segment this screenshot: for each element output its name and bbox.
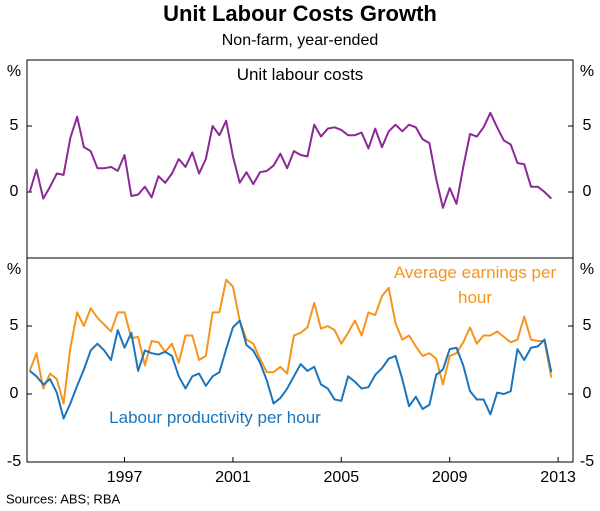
series-label: Average earnings per hour (393, 263, 557, 307)
y-tick-label: 5 (10, 317, 19, 334)
y-tick-label-right: % (580, 63, 594, 80)
source-note: Sources: ABS; RBA (6, 491, 120, 506)
x-tick-label: 2001 (215, 469, 251, 486)
series-line (28, 278, 553, 405)
y-tick-label-right: % (580, 261, 594, 278)
x-tick-label: 2005 (324, 469, 360, 486)
x-tick-label: 2009 (432, 469, 468, 486)
y-tick-label: -5 (7, 453, 21, 470)
plot-frame (26, 59, 574, 463)
series-label: Labour productivity per hour (109, 408, 321, 427)
y-tick-label-right: 5 (583, 117, 592, 134)
y-tick-label: % (7, 261, 21, 278)
y-tick-label-right: 5 (583, 317, 592, 334)
series-line (28, 111, 553, 209)
x-tick-label: 2013 (540, 469, 576, 486)
y-tick-label: 5 (10, 117, 19, 134)
y-tick-label: 0 (10, 385, 19, 402)
series-line (29, 319, 553, 420)
x-tick-label: 1997 (107, 469, 143, 486)
chart-title: Unit Labour Costs Growth (163, 1, 437, 26)
series-label: Unit labour costs (236, 65, 364, 84)
y-tick-label-right: 0 (583, 183, 592, 200)
y-tick-label-right: 0 (583, 385, 592, 402)
chart-subtitle: Non-farm, year-ended (222, 32, 379, 49)
y-tick-label-right: -5 (580, 453, 594, 470)
y-tick-label: % (7, 63, 21, 80)
y-tick-label: 0 (10, 183, 19, 200)
